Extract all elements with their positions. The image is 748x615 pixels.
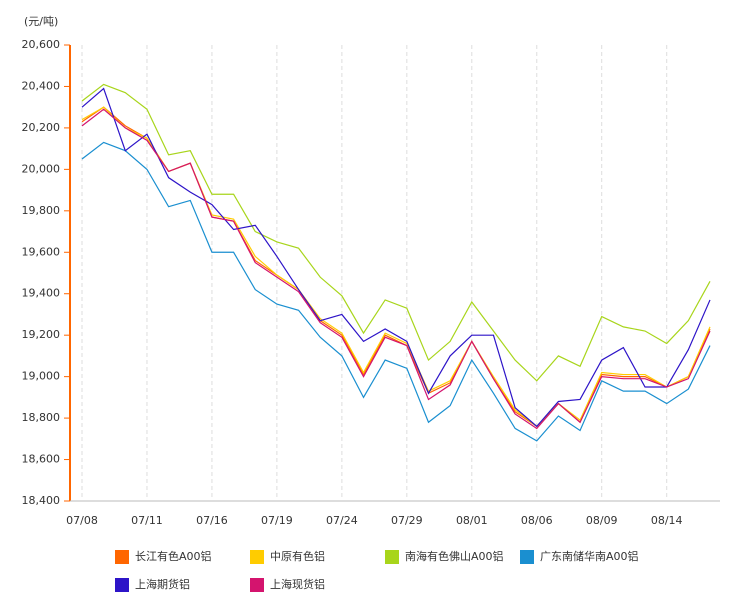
x-tick-label: 07/29 bbox=[391, 514, 423, 527]
legend-swatch bbox=[250, 578, 264, 592]
legend-swatch bbox=[520, 550, 534, 564]
y-unit: (元/吨) bbox=[24, 15, 58, 28]
line bbox=[81, 141, 711, 442]
legend-swatch bbox=[115, 578, 129, 592]
legend-swatch bbox=[385, 550, 399, 564]
y-tick-label: 20,000 bbox=[22, 162, 61, 175]
line bbox=[81, 83, 711, 382]
y-tick-label: 19,800 bbox=[22, 204, 61, 217]
legend-label: 上海现货铝 bbox=[270, 577, 325, 591]
legend-label: 上海期货铝 bbox=[135, 577, 190, 591]
legend-label: 广东南储华南A00铝 bbox=[540, 549, 639, 563]
y-tick-label: 20,400 bbox=[22, 79, 61, 92]
y-tick-label: 18,400 bbox=[22, 494, 61, 507]
y-tick-label: 19,400 bbox=[22, 287, 61, 300]
x-tick-label: 07/24 bbox=[326, 514, 358, 527]
legend-label: 南海有色佛山A00铝 bbox=[405, 549, 504, 563]
y-tick-label: 19,000 bbox=[22, 370, 61, 383]
line bbox=[81, 108, 711, 430]
y-tick-label: 18,800 bbox=[22, 411, 61, 424]
x-tick-label: 07/19 bbox=[261, 514, 293, 527]
y-tick-label: 20,600 bbox=[22, 38, 61, 51]
x-tick-label: 07/16 bbox=[196, 514, 228, 527]
x-tick-label: 08/06 bbox=[521, 514, 553, 527]
x-tick-label: 08/14 bbox=[651, 514, 683, 527]
x-tick-label: 08/01 bbox=[456, 514, 488, 527]
y-tick-label: 18,600 bbox=[22, 453, 61, 466]
y-tick-label: 19,200 bbox=[22, 328, 61, 341]
x-tick-label: 07/08 bbox=[66, 514, 98, 527]
y-tick-label: 20,200 bbox=[22, 121, 61, 134]
y-tick-label: 19,600 bbox=[22, 245, 61, 258]
x-tick-label: 08/09 bbox=[586, 514, 618, 527]
line bbox=[81, 87, 711, 428]
legend-label: 中原有色铝 bbox=[270, 549, 325, 563]
legend-swatch bbox=[250, 550, 264, 564]
x-tick-label: 07/11 bbox=[131, 514, 163, 527]
legend-swatch bbox=[115, 550, 129, 564]
legend-label: 长江有色A00铝 bbox=[135, 549, 212, 563]
